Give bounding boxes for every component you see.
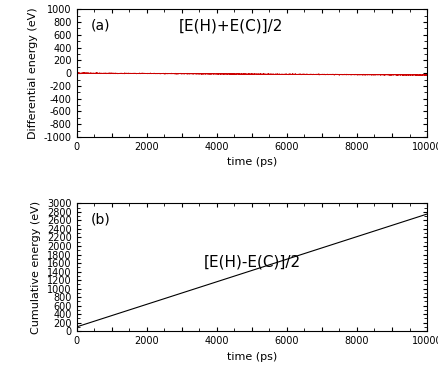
- Text: [E(H)-E(C)]/2: [E(H)-E(C)]/2: [203, 255, 300, 269]
- Text: (a): (a): [91, 18, 110, 32]
- X-axis label: time (ps): time (ps): [227, 157, 277, 167]
- X-axis label: time (ps): time (ps): [227, 352, 277, 361]
- Text: (b): (b): [91, 212, 110, 226]
- Y-axis label: Cumulative energy (eV): Cumulative energy (eV): [32, 201, 42, 334]
- Text: [E(H)+E(C)]/2: [E(H)+E(C)]/2: [179, 18, 283, 33]
- Y-axis label: Differential energy (eV): Differential energy (eV): [28, 7, 38, 139]
